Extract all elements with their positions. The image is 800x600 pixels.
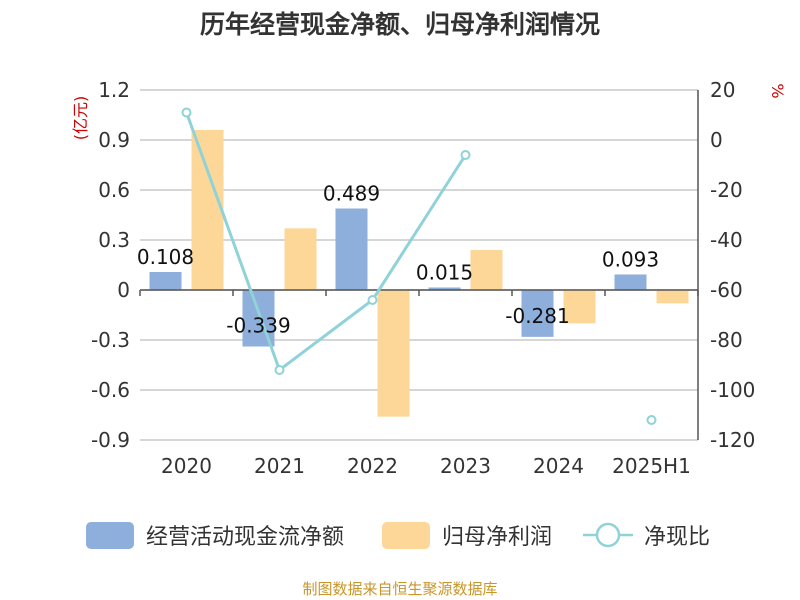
cashflow-data-label-2023: 0.015 (416, 261, 473, 285)
left-tick-label: -0.3 (91, 328, 130, 352)
legend-item-cash-ratio[interactable]: 净现比 (583, 522, 710, 550)
net-profit-bar-2024 (563, 290, 596, 324)
x-axis-tick-labels: 2020 2021 2022 2023 2024 2025H1 (161, 454, 691, 478)
legend-label-net-profit: 归母净利润 (442, 525, 552, 550)
right-axis: 20 0 -20 -40 -60 -80 -100 -120 (697, 78, 755, 452)
legend-label-cashflow: 经营活动现金流净额 (146, 525, 344, 550)
right-tick-label: -120 (710, 428, 755, 452)
cash-ratio-point-2021 (274, 365, 285, 375)
net-profit-bar-2023 (470, 250, 503, 290)
left-axis: 1.2 0.9 0.6 0.3 0 -0.3 -0.6 -0.9 (91, 78, 130, 452)
chart-title: 历年经营现金净额、归母净利润情况 (200, 10, 600, 39)
legend-swatch-cashflow (86, 522, 134, 549)
cashflow-bar-2023 (428, 287, 461, 290)
net-profit-bar-2022 (377, 290, 410, 417)
right-tick-label: -40 (710, 228, 743, 252)
left-tick-label: -0.9 (91, 428, 130, 452)
cashflow-data-label-2020: 0.108 (137, 245, 194, 269)
line-series (181, 107, 657, 425)
cash-ratio-point-2022 (367, 295, 378, 305)
net-profit-bar-2020 (191, 130, 224, 290)
left-tick-label: 0.9 (98, 128, 130, 152)
cash-ratio-point-2020 (181, 107, 192, 118)
cashflow-data-label-2024: -0.281 (505, 304, 569, 328)
right-tick-label: -100 (710, 378, 755, 402)
cashflow-data-label-2025H1: 0.093 (602, 248, 659, 272)
x-tick-label-2020: 2020 (161, 454, 212, 478)
legend-label-cash-ratio: 净现比 (644, 525, 710, 550)
cashflow-bar-2024 (521, 290, 554, 337)
right-axis-unit-label: % (768, 83, 787, 98)
x-tick-label-2022: 2022 (347, 454, 398, 478)
legend-item-net-profit[interactable]: 归母净利润 (382, 522, 552, 550)
net-profit-bar-2021 (284, 228, 317, 290)
right-tick-label: 0 (710, 128, 723, 152)
cash-ratio-line (185, 111, 467, 373)
legend: 经营活动现金流净额 归母净利润 净现比 (86, 522, 710, 550)
right-tick-label: -60 (710, 278, 743, 302)
left-tick-label: 0 (117, 278, 130, 302)
cashflow-data-label-2021: -0.339 (226, 314, 290, 338)
bar-series (149, 130, 689, 417)
net-profit-bar-2025H1 (656, 290, 689, 304)
x-axis (139, 289, 699, 296)
right-tick-label: 20 (710, 78, 735, 102)
legend-marker-cash-ratio (595, 522, 621, 548)
cashflow-bar-2020 (149, 272, 182, 290)
left-tick-label: 0.3 (98, 228, 130, 252)
right-tick-label: -80 (710, 328, 743, 352)
cash-ratio-point-2023 (460, 150, 471, 160)
x-tick-label-2025H1: 2025H1 (612, 454, 691, 478)
x-tick-label-2023: 2023 (440, 454, 491, 478)
cashflow-data-label-2022: 0.489 (323, 182, 380, 206)
left-axis-unit-label: (亿元) (71, 96, 90, 141)
cash-ratio-point-2025H1 (646, 415, 657, 425)
left-tick-label: 1.2 (98, 78, 130, 102)
source-note: 制图数据来自恒生聚源数据库 (302, 580, 497, 598)
right-tick-label: -20 (710, 178, 743, 202)
legend-swatch-net-profit (382, 522, 430, 549)
cashflow-bar-2025H1 (614, 274, 647, 290)
left-tick-label: 0.6 (98, 178, 130, 202)
data-labels: 0.108 -0.339 0.489 0.015 -0.281 0.093 (137, 182, 659, 338)
x-tick-label-2021: 2021 (254, 454, 305, 478)
cashflow-bar-2022 (335, 208, 368, 290)
left-tick-label: -0.6 (91, 378, 130, 402)
x-tick-label-2024: 2024 (533, 454, 584, 478)
legend-item-cashflow[interactable]: 经营活动现金流净额 (86, 522, 344, 550)
